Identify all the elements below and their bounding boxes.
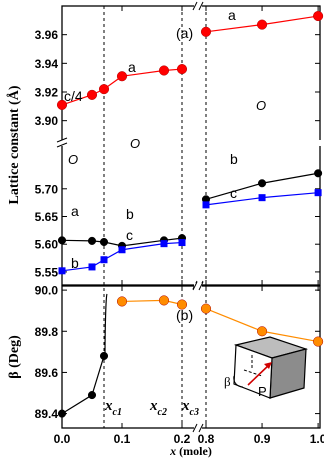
data-point-b (118, 246, 126, 254)
data-point-β (257, 326, 268, 337)
phase-label-o3: O (256, 98, 266, 113)
crystal-inset: βP (224, 336, 309, 399)
critical-label-c1: xc1 (104, 398, 122, 418)
data-point-b (314, 189, 322, 197)
bottom-y-tick-label: 89.8 (35, 325, 59, 339)
y-axis-break-mask (315, 140, 324, 146)
panel-label-b: (b) (176, 307, 193, 323)
top-upper-y-tick-label: 3.94 (35, 57, 59, 71)
critical-label-c3: xc3 (181, 398, 199, 418)
bottom-panel-frame (61, 285, 321, 429)
data-point-b (100, 256, 108, 264)
data-point-β (158, 295, 170, 306)
x-tick-label: 0.0 (54, 432, 71, 446)
data-point-c/4 (116, 71, 128, 82)
top-upper-y-tick-label: 3.96 (35, 28, 59, 42)
data-point-a (87, 236, 97, 245)
data-point-b (88, 263, 96, 271)
chart-marks (56, 10, 324, 418)
series-label-a-upper-right: a (228, 7, 236, 23)
data-point-β (57, 409, 67, 418)
data-point-β (99, 351, 109, 361)
data-point-c/4 (176, 64, 188, 75)
y-axis-break-mask (57, 140, 67, 146)
beta-transition-curve (104, 293, 108, 356)
series-line-β (205, 308, 319, 343)
bottom-y-axis-title: β (Deg) (7, 335, 22, 379)
data-point-b (202, 201, 210, 209)
beta-angle-arc (233, 375, 244, 388)
data-point-a (99, 237, 109, 247)
top-upper-y-tick-label: 3.90 (35, 114, 59, 128)
crystal-front-face (233, 344, 273, 399)
data-point-c/4 (200, 26, 212, 37)
x-axis-break-mask (194, 3, 202, 9)
top-lower-y-tick-label: 5.65 (35, 210, 59, 224)
x-axis-break-mark (192, 281, 198, 291)
series-label-b-lower: b (126, 206, 134, 222)
data-point-a (258, 179, 267, 188)
x-tick-label: 0.1 (114, 432, 131, 446)
series-label-a-lower: a (71, 203, 79, 219)
series-label-c-lower: c (126, 227, 133, 243)
inset-beta-label: β (224, 374, 231, 389)
data-point-b (58, 267, 66, 275)
series-label-a-upper-left: a (128, 59, 136, 75)
series-label-c-right: c (230, 185, 237, 201)
data-point-b (178, 239, 186, 247)
x-axis-break-mark (198, 423, 204, 433)
polarization-arrow (247, 363, 271, 386)
x-axis-break-mark (198, 281, 204, 291)
data-point-b (160, 240, 168, 248)
series-line-β (61, 355, 105, 415)
data-point-a (314, 169, 323, 178)
x-axis-break-mask (194, 283, 202, 289)
x-axis-break-mark (198, 1, 204, 11)
data-point-β (176, 299, 188, 310)
inset-p-label: P (258, 384, 267, 399)
data-point-β (87, 391, 97, 400)
top-upper-y-tick-label: 3.92 (35, 86, 59, 100)
data-point-c/4 (56, 99, 68, 110)
data-point-a (57, 236, 67, 245)
chart-labels: 3.90 3.92 3.94 3.96 5.55 5.60 5.65 5.70 89.4 89.6… (6, 7, 324, 458)
series-label-c4: c/4 (64, 88, 83, 104)
bottom-y-tick-label: 89.4 (35, 407, 59, 421)
bottom-y-tick-label: 90.0 (35, 284, 59, 298)
x-tick-label: 0.9 (254, 432, 271, 446)
data-point-b (258, 194, 266, 202)
data-point-c/4 (257, 19, 268, 30)
panel-label-a: (a) (176, 25, 193, 41)
x-tick-label: 1.0 (310, 432, 324, 446)
bottom-y-tick-label: 89.6 (35, 366, 59, 380)
data-point-c/4 (86, 89, 98, 100)
data-point-c/4 (158, 65, 170, 76)
phase-label-o1: O (68, 152, 78, 167)
top-y-axis-title: Lattice constant (Å) (6, 85, 22, 204)
series-line-β (121, 299, 183, 306)
data-point-β (200, 303, 212, 314)
x-axis-break-mark (192, 1, 198, 11)
critical-label-c2: xc2 (149, 398, 167, 418)
top-lower-y-tick-label: 5.70 (35, 182, 59, 196)
phase-label-o2: O (130, 136, 140, 151)
y-axis-break-mark (56, 137, 68, 143)
polarization-arrowhead (264, 362, 272, 369)
top-lower-y-tick-label: 5.60 (35, 238, 59, 252)
x-tick-label: 0.8 (198, 432, 215, 446)
data-point-c/4 (313, 10, 324, 22)
x-axis-title: x (mole) (169, 444, 212, 458)
top-lower-y-tick-label: 5.55 (35, 265, 59, 279)
data-point-c/4 (98, 84, 110, 95)
x-axis-break-mark (192, 423, 198, 433)
series-label-b-lower-left: b (71, 255, 79, 271)
data-point-β (313, 336, 324, 347)
y-axis-break-mark (56, 142, 68, 148)
x-tick-label: 0.2 (174, 432, 191, 446)
series-label-b-right: b (230, 151, 238, 167)
data-point-β (116, 296, 128, 307)
x-axis-break-mask (194, 425, 202, 431)
